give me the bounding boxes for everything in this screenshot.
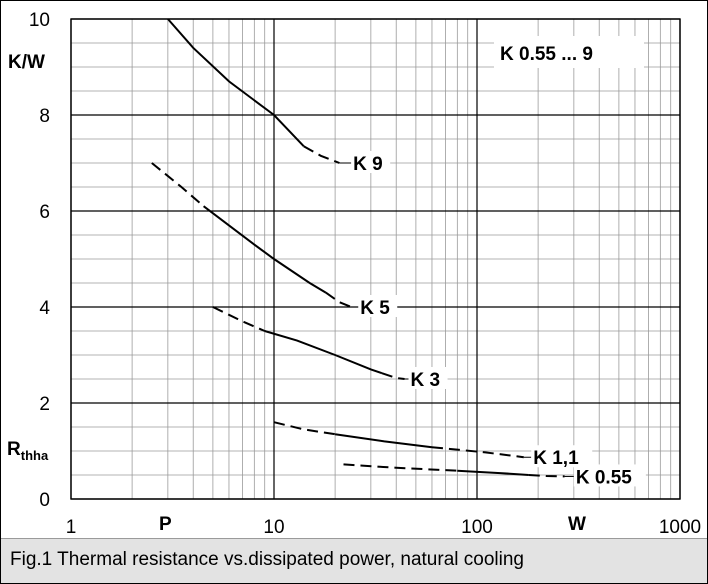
x-tick-label: 1000 — [659, 517, 701, 538]
y-tick-label: 2 — [39, 394, 50, 415]
series-k-1-1-line — [334, 433, 433, 449]
x-tick-label: 10 — [263, 517, 284, 538]
series-k-5-dashed-start — [151, 162, 205, 207]
series-k-0-55-label: K 0.55 — [576, 467, 632, 488]
series-k-3-dashed-end — [381, 372, 405, 380]
chart-title: K 0.55 ... 9 — [500, 44, 593, 65]
x-axis-symbol-label: P — [159, 514, 172, 535]
plot-area-border — [70, 18, 681, 500]
series-k-1-1-dashed-end — [431, 446, 524, 459]
series-k-5-dashed-end — [325, 291, 352, 308]
series-k-9-label-bg — [351, 151, 391, 173]
x-tick-label: 1 — [66, 517, 77, 538]
series-k-9-label: K 9 — [353, 154, 383, 175]
series-k-1-1-label: K 1,1 — [533, 448, 579, 469]
series-k-3-label-bg — [408, 367, 448, 389]
y-axis-symbol-label: Rthha — [7, 439, 49, 463]
series-k-3-dashed-start — [212, 306, 266, 332]
series-k-3-label: K 3 — [411, 370, 441, 391]
series-k-0-55-dashed-start — [343, 463, 458, 472]
y-tick-label: 0 — [39, 490, 50, 511]
series-k-5-label-bg — [358, 295, 398, 317]
series-k-0-55-dashed-end — [528, 474, 565, 478]
figure-caption: Fig.1 Thermal resistance vs.dissipated p… — [1, 538, 707, 583]
title-box — [494, 36, 644, 68]
caption-text: Fig.1 Thermal resistance vs.dissipated p… — [10, 549, 524, 570]
series-k-9-dashed-end — [303, 145, 340, 164]
series-k-1-1-dashed-start — [273, 421, 336, 436]
y-tick-label: 8 — [39, 106, 50, 127]
x-tick-label: 100 — [461, 517, 493, 538]
y-axis-unit-label: K/W — [8, 52, 45, 73]
y-tick-label: 10 — [29, 10, 50, 31]
series-k-0-55-line — [457, 469, 529, 476]
series-k-3-line — [264, 330, 383, 375]
series-k-5-line — [202, 205, 327, 294]
series-k-9-line — [167, 18, 305, 147]
y-tick-label: 6 — [39, 202, 50, 223]
x-axis-unit-label: W — [568, 514, 586, 535]
series-k-0-55-label-bg — [573, 464, 646, 487]
series-k-5-label: K 5 — [360, 298, 390, 319]
series-k-1-1-label-bg — [531, 445, 593, 468]
chart: 0 2 4 6 8 10 1 10 100 1000 K/W Rthha P W K 0.55 ... 9 K… — [7, 10, 701, 538]
y-tick-label: 4 — [39, 298, 50, 319]
